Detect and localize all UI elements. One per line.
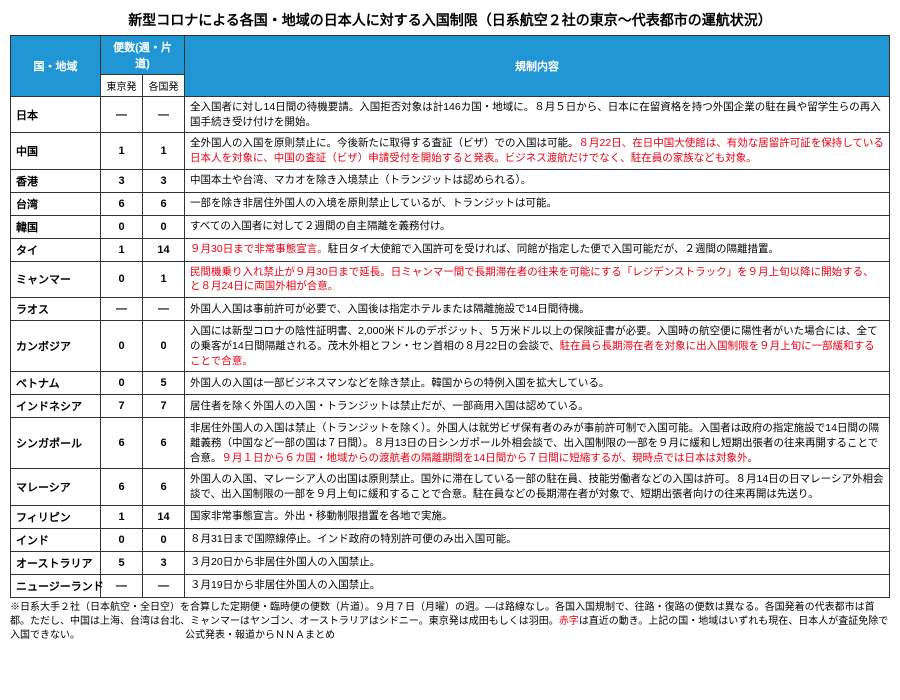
dest-freq-cell: 5 (143, 372, 185, 395)
dest-freq-cell: 7 (143, 395, 185, 418)
table-row: ミャンマー01民間機乗り入れ禁止が９月30日まで延長。日ミャンマー間で長期滞在者… (11, 261, 890, 297)
content-cell: 外国人の入国は一部ビジネスマンなどを除き禁止。韓国からの特例入国を拡大している。 (185, 372, 890, 395)
country-cell: マレーシア (11, 469, 101, 505)
table-row: 日本――全入国者に対し14日間の待機要請。入国拒否対象は計146カ国・地域に。８… (11, 97, 890, 133)
dest-freq-cell: 14 (143, 238, 185, 261)
content-cell: ３月20日から非居住外国人の入国禁止。 (185, 551, 890, 574)
table-row: 中国11全外国人の入国を原則禁止に。今後新たに取得する査証（ビザ）での入国は可能… (11, 133, 890, 169)
country-cell: インドネシア (11, 395, 101, 418)
tokyo-freq-cell: 1 (101, 505, 143, 528)
content-cell: ３月19日から非居住外国人の入国禁止。 (185, 574, 890, 597)
dest-freq-cell: 1 (143, 261, 185, 297)
country-cell: 香港 (11, 169, 101, 192)
dest-freq-cell: 6 (143, 418, 185, 469)
country-cell: インド (11, 528, 101, 551)
content-cell: 国家非常事態宣言。外出・移動制限措置を各地で実施。 (185, 505, 890, 528)
country-cell: タイ (11, 238, 101, 261)
table-row: カンボジア00入国には新型コロナの陰性証明書、2,000米ドルのデポジット、５万… (11, 321, 890, 372)
content-cell: 全外国人の入国を原則禁止に。今後新たに取得する査証（ビザ）での入国は可能。８月2… (185, 133, 890, 169)
country-cell: ラオス (11, 298, 101, 321)
tokyo-freq-cell: ― (101, 298, 143, 321)
content-cell: 外国人の入国、マレーシア人の出国は原則禁止。国外に滞在している一部の駐在員、技能… (185, 469, 890, 505)
table-row: タイ114９月30日まで非常事態宣言。駐日タイ大使館で入国許可を受ければ、同館が… (11, 238, 890, 261)
country-cell: オーストラリア (11, 551, 101, 574)
tokyo-freq-cell: 1 (101, 133, 143, 169)
table-row: 香港33中国本土や台湾、マカオを除き入境禁止（トランジットは認められる）。 (11, 169, 890, 192)
tokyo-freq-cell: 0 (101, 215, 143, 238)
table-row: 韓国00すべての入国者に対して２週間の自主隔離を義務付け。 (11, 215, 890, 238)
tokyo-freq-cell: 1 (101, 238, 143, 261)
content-cell: 入国には新型コロナの陰性証明書、2,000米ドルのデポジット、５万米ドル以上の保… (185, 321, 890, 372)
content-cell: 非居住外国人の入国は禁止（トランジットを除く）。外国人は就労ビザ保有者のみが事前… (185, 418, 890, 469)
country-cell: フィリピン (11, 505, 101, 528)
header-content: 規制内容 (185, 36, 890, 97)
content-cell: ９月30日まで非常事態宣言。駐日タイ大使館で入国許可を受ければ、同館が指定した便… (185, 238, 890, 261)
dest-freq-cell: 0 (143, 215, 185, 238)
table-row: オーストラリア53３月20日から非居住外国人の入国禁止。 (11, 551, 890, 574)
dest-freq-cell: ― (143, 298, 185, 321)
header-country: 国・地域 (11, 36, 101, 97)
tokyo-freq-cell: ― (101, 97, 143, 133)
content-cell: 中国本土や台湾、マカオを除き入境禁止（トランジットは認められる）。 (185, 169, 890, 192)
table-row: ニュージーランド――３月19日から非居住外国人の入国禁止。 (11, 574, 890, 597)
table-row: マレーシア66外国人の入国、マレーシア人の出国は原則禁止。国外に滞在している一部… (11, 469, 890, 505)
header-freq: 便数(週・片道) (101, 36, 185, 75)
footnote: ※日系大手２社（日本航空・全日空）を合算した定期便・臨時便の便数（片道）。９月７… (10, 601, 890, 643)
country-cell: ミャンマー (11, 261, 101, 297)
dest-freq-cell: ― (143, 574, 185, 597)
header-from-country: 各国発 (143, 75, 185, 97)
tokyo-freq-cell: 0 (101, 372, 143, 395)
content-cell: 外国人入国は事前許可が必要で、入国後は指定ホテルまたは隔離施設で14日間待機。 (185, 298, 890, 321)
tokyo-freq-cell: 7 (101, 395, 143, 418)
tokyo-freq-cell: 6 (101, 418, 143, 469)
tokyo-freq-cell: 6 (101, 469, 143, 505)
tokyo-freq-cell: 6 (101, 192, 143, 215)
table-row: シンガポール66非居住外国人の入国は禁止（トランジットを除く）。外国人は就労ビザ… (11, 418, 890, 469)
table-row: ベトナム05外国人の入国は一部ビジネスマンなどを除き禁止。韓国からの特例入国を拡… (11, 372, 890, 395)
dest-freq-cell: 6 (143, 192, 185, 215)
table-row: 台湾66一部を除き非居住外国人の入境を原則禁止しているが、トランジットは可能。 (11, 192, 890, 215)
dest-freq-cell: 0 (143, 321, 185, 372)
tokyo-freq-cell: 0 (101, 528, 143, 551)
dest-freq-cell: 14 (143, 505, 185, 528)
restrictions-table: 国・地域 便数(週・片道) 規制内容 東京発 各国発 日本――全入国者に対し14… (10, 35, 890, 598)
country-cell: ニュージーランド (11, 574, 101, 597)
country-cell: カンボジア (11, 321, 101, 372)
dest-freq-cell: 3 (143, 169, 185, 192)
content-cell: 民間機乗り入れ禁止が９月30日まで延長。日ミャンマー間で長期滞在者の往来を可能に… (185, 261, 890, 297)
table-row: インドネシア77居住者を除く外国人の入国・トランジットは禁止だが、一部商用入国は… (11, 395, 890, 418)
dest-freq-cell: 0 (143, 528, 185, 551)
tokyo-freq-cell: ― (101, 574, 143, 597)
country-cell: 日本 (11, 97, 101, 133)
country-cell: 韓国 (11, 215, 101, 238)
content-cell: 一部を除き非居住外国人の入境を原則禁止しているが、トランジットは可能。 (185, 192, 890, 215)
content-cell: ８月31日まで国際線停止。インド政府の特別許可便のみ出入国可能。 (185, 528, 890, 551)
table-row: ラオス――外国人入国は事前許可が必要で、入国後は指定ホテルまたは隔離施設で14日… (11, 298, 890, 321)
dest-freq-cell: 6 (143, 469, 185, 505)
dest-freq-cell: 3 (143, 551, 185, 574)
table-row: フィリピン114国家非常事態宣言。外出・移動制限措置を各地で実施。 (11, 505, 890, 528)
country-cell: 中国 (11, 133, 101, 169)
tokyo-freq-cell: 3 (101, 169, 143, 192)
table-row: インド00８月31日まで国際線停止。インド政府の特別許可便のみ出入国可能。 (11, 528, 890, 551)
content-cell: すべての入国者に対して２週間の自主隔離を義務付け。 (185, 215, 890, 238)
header-from-tokyo: 東京発 (101, 75, 143, 97)
table-title: 新型コロナによる各国・地域の日本人に対する入国制限（日系航空２社の東京～代表都市… (10, 10, 890, 30)
content-cell: 全入国者に対し14日間の待機要請。入国拒否対象は計146カ国・地域に。８月５日か… (185, 97, 890, 133)
country-cell: 台湾 (11, 192, 101, 215)
country-cell: ベトナム (11, 372, 101, 395)
tokyo-freq-cell: 0 (101, 321, 143, 372)
content-cell: 居住者を除く外国人の入国・トランジットは禁止だが、一部商用入国は認めている。 (185, 395, 890, 418)
dest-freq-cell: ― (143, 97, 185, 133)
tokyo-freq-cell: 0 (101, 261, 143, 297)
country-cell: シンガポール (11, 418, 101, 469)
dest-freq-cell: 1 (143, 133, 185, 169)
tokyo-freq-cell: 5 (101, 551, 143, 574)
